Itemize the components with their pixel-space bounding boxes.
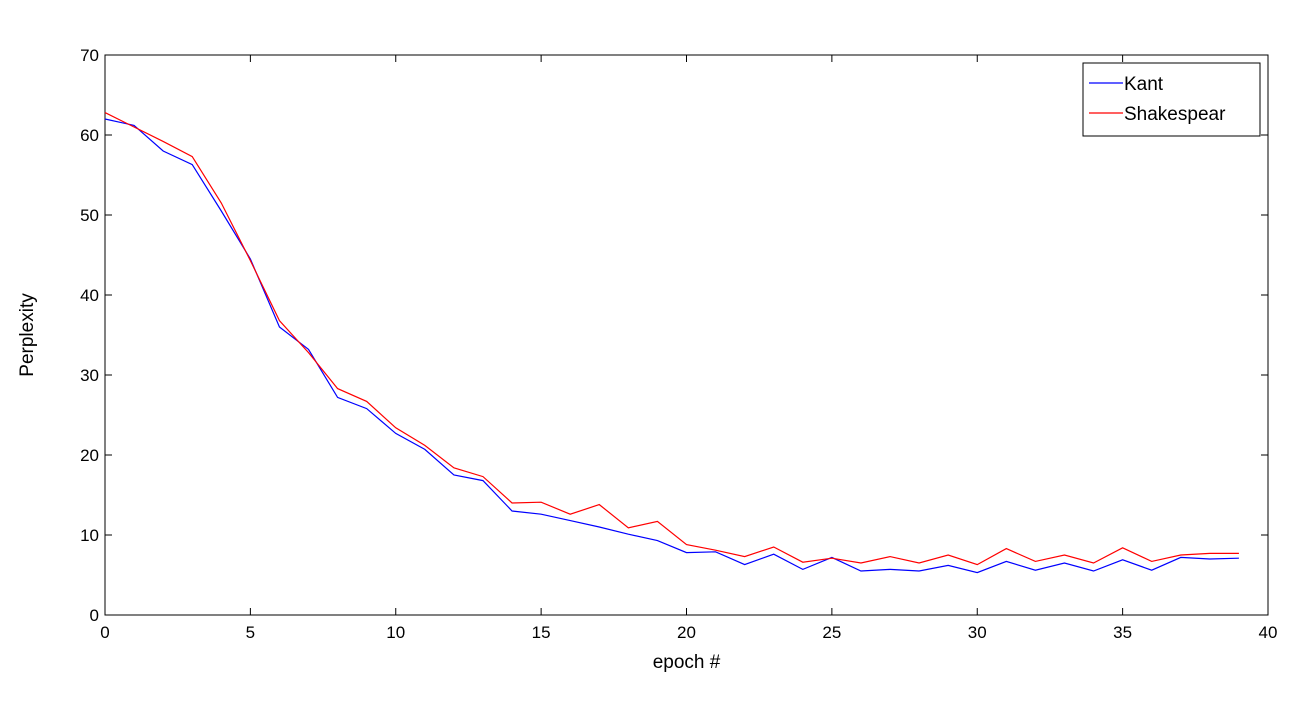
x-tick-label: 35 [1113,623,1132,642]
x-tick-label: 5 [246,623,255,642]
x-tick-label: 20 [677,623,696,642]
series-layer [104,112,1239,574]
y-tick-label: 40 [80,286,99,305]
x-tick-label: 15 [532,623,551,642]
y-tick-label: 50 [80,206,99,225]
x-tick-label: 25 [822,623,841,642]
y-tick-label: 70 [80,46,99,65]
y-tick-label: 0 [90,606,99,625]
legend-label: Shakespear [1124,104,1226,125]
x-tick-label: 0 [100,623,109,642]
x-tick-label: 40 [1259,623,1278,642]
series-line-kant [104,118,1239,574]
y-tick-label: 20 [80,446,99,465]
x-tick-label: 30 [968,623,987,642]
axis-ticks: 0 5 10 15 20 25 30 35 40 0 10 20 30 40 50 60 70 [80,46,1277,642]
y-tick-label: 10 [80,526,99,545]
legend-label: Kant [1124,74,1164,95]
legend: Kant Shakespear [1082,62,1261,137]
series-line-shakespear [104,112,1239,566]
y-tick-label: 30 [80,366,99,385]
plot-area [104,54,1269,616]
x-axis-label: epoch # [653,652,721,673]
y-axis-label: Perplexity [17,293,38,377]
legend-box [1082,62,1261,137]
y-tick-label: 60 [80,126,99,145]
x-tick-label: 10 [386,623,405,642]
